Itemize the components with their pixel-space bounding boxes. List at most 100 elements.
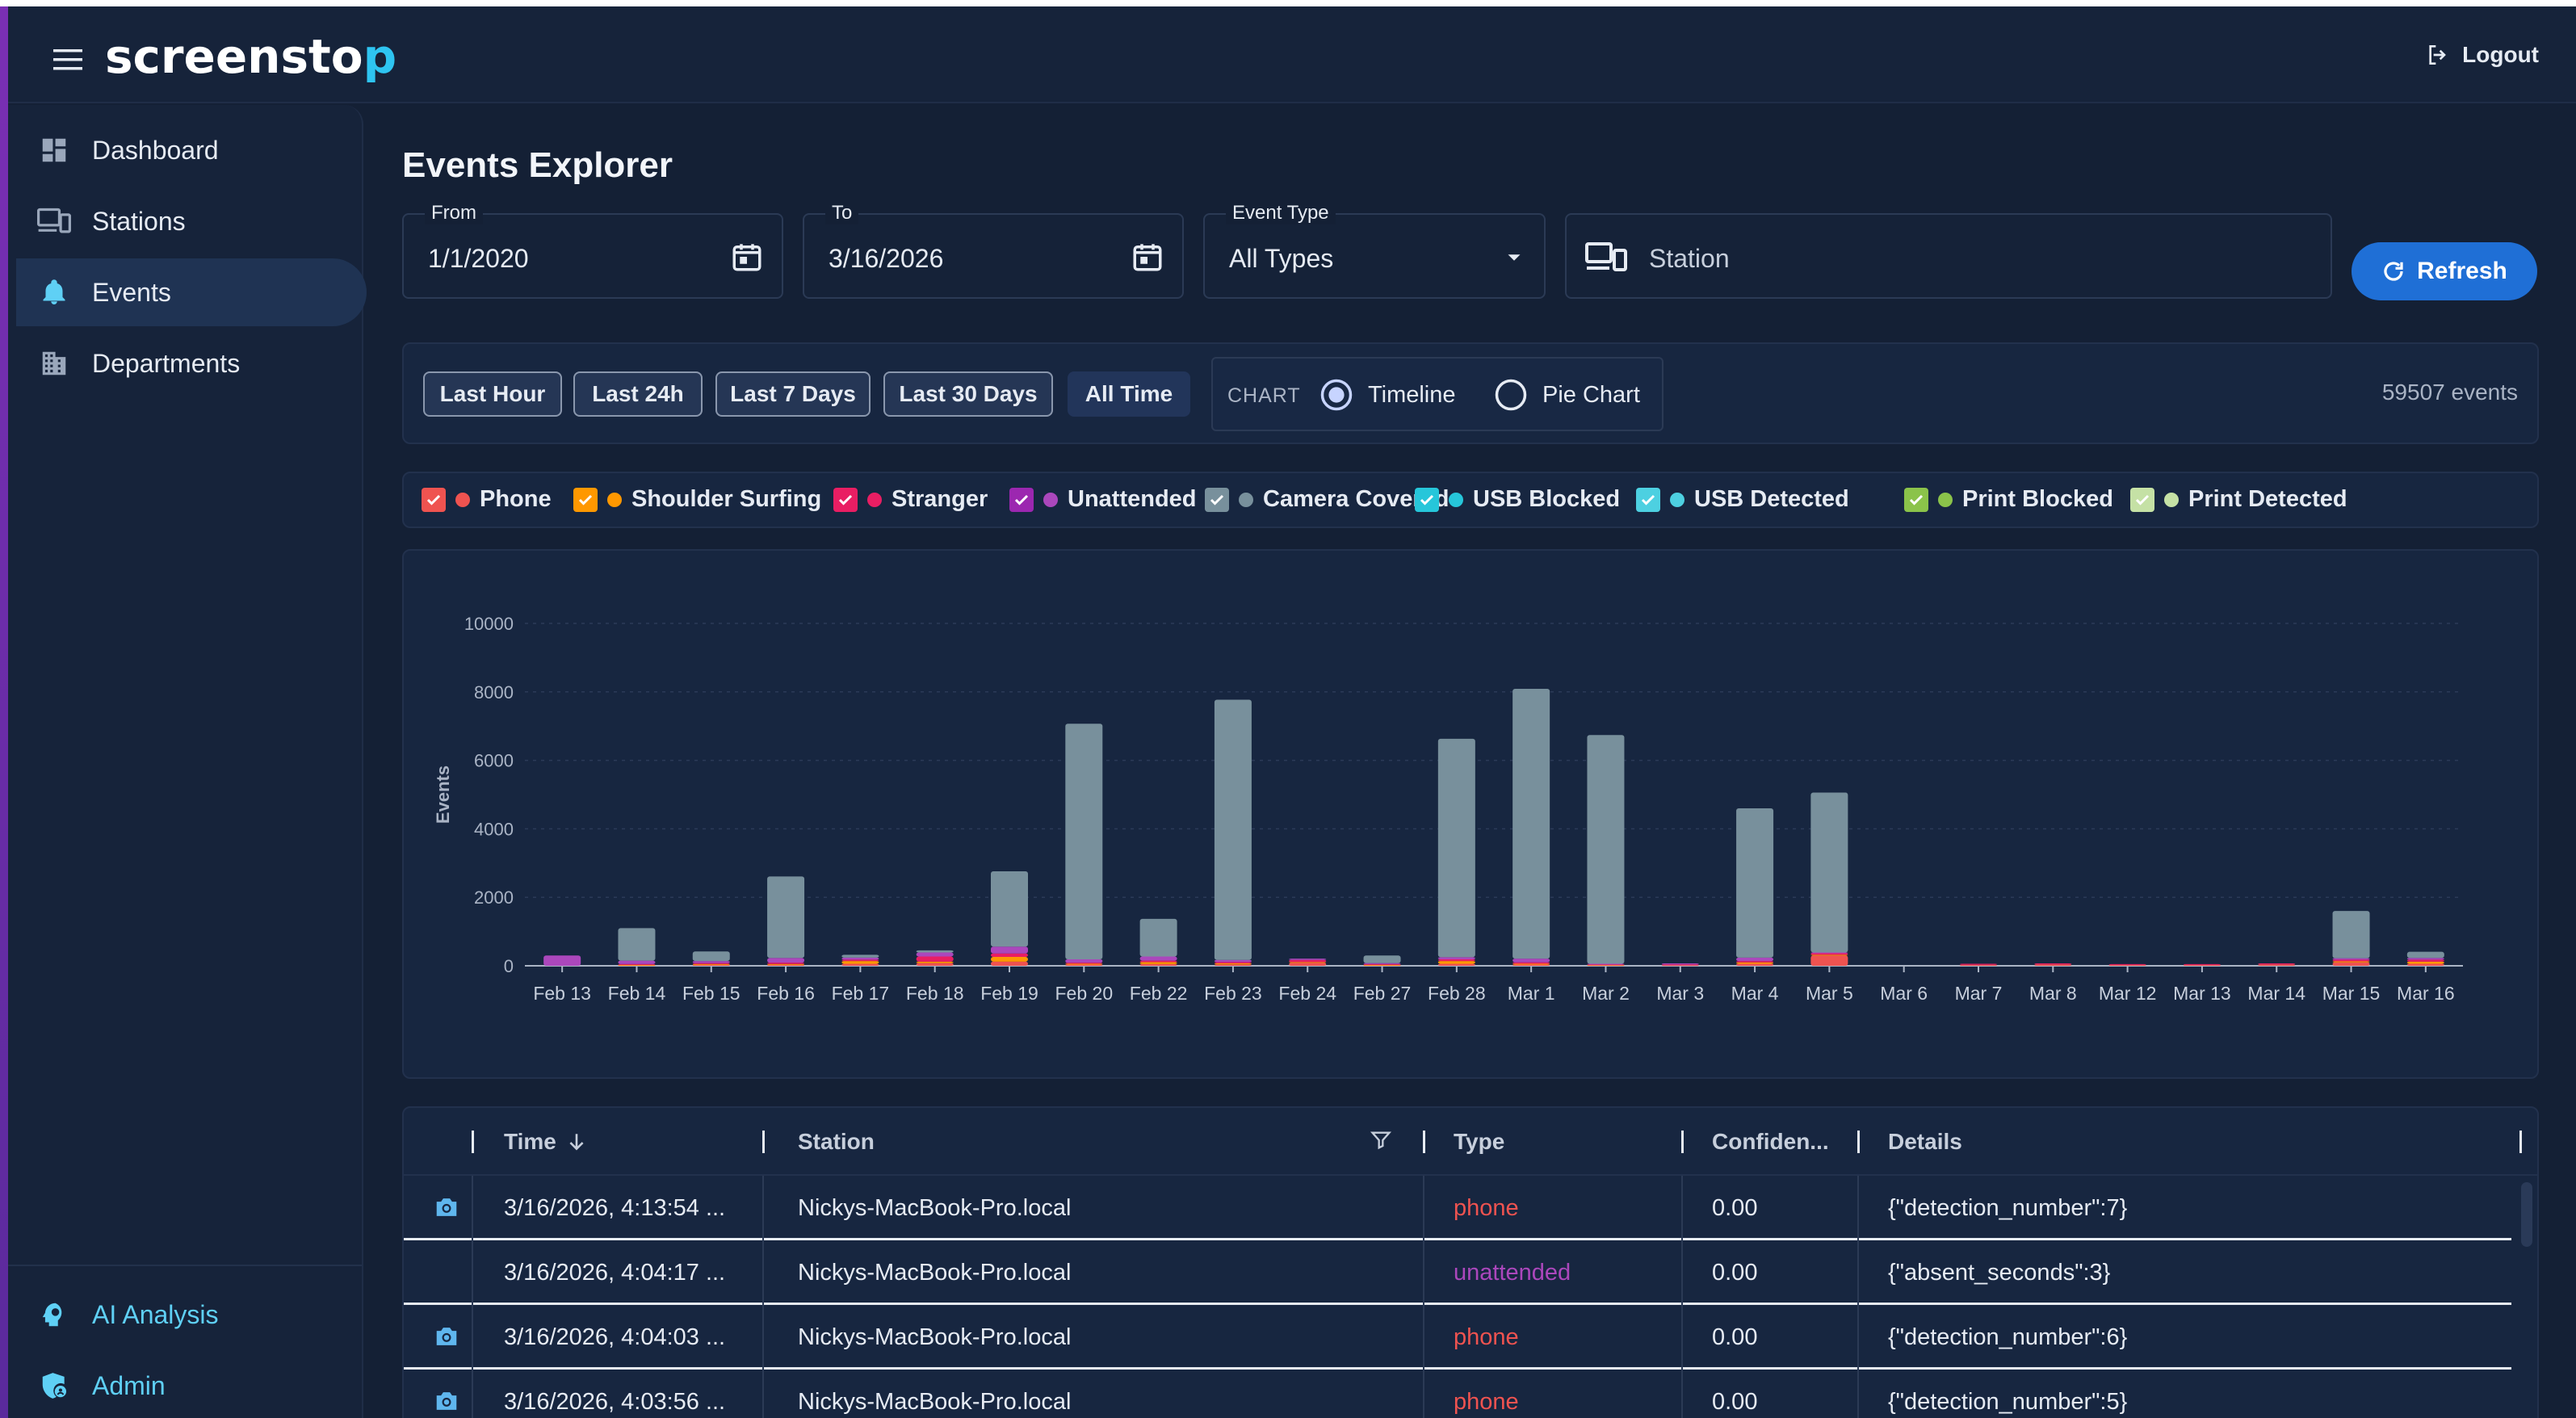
x-tick-label: Mar 1 <box>1508 983 1555 1004</box>
checkbox-checked-icon[interactable] <box>833 487 858 512</box>
checkbox-checked-icon[interactable] <box>573 487 598 512</box>
hamburger-menu-button[interactable] <box>44 37 92 82</box>
x-tick-label: Feb 13 <box>533 983 591 1004</box>
legend-item[interactable]: Print Blocked <box>1904 486 2113 513</box>
camera-icon[interactable] <box>433 1195 460 1219</box>
calendar-icon[interactable] <box>1131 239 1164 275</box>
chart-bar-segment <box>692 964 730 966</box>
range-chip-all-time[interactable]: All Time <box>1068 371 1190 417</box>
sidebar-item-ai-analysis[interactable]: AI Analysis <box>16 1281 367 1349</box>
checkbox-checked-icon[interactable] <box>1636 487 1660 512</box>
timeline-chart-panel: 0 2000 4000 6000 8000 10000 Events Feb 13 Feb 14… <box>402 549 2539 1079</box>
chart-bar-segment <box>916 963 954 966</box>
column-header-details[interactable]: Details <box>1888 1129 1962 1155</box>
chart-bar-segment <box>1214 959 1252 963</box>
cell-divider <box>1857 1370 1859 1418</box>
timeline-chart: 0 2000 4000 6000 8000 10000 Events Feb 13 Feb 14… <box>433 614 2463 1004</box>
table-row[interactable]: 3/16/2026, 4:13:54 ... Nickys-MacBook-Pro… <box>404 1176 2511 1240</box>
logout-button[interactable]: Logout <box>2425 42 2539 68</box>
legend-color-dot <box>867 492 882 507</box>
table-row[interactable]: 3/16/2026, 4:04:03 ... Nickys-MacBook-Pro… <box>404 1305 2511 1370</box>
checkbox-checked-icon[interactable] <box>1205 487 1229 512</box>
legend-item[interactable]: Camera Covered <box>1205 486 1450 513</box>
cell-confidence: 0.00 <box>1712 1195 1758 1221</box>
column-header-confidence[interactable]: Confiden... <box>1712 1129 1829 1155</box>
filter-icon[interactable] <box>1370 1129 1392 1152</box>
cell-confidence: 0.00 <box>1712 1260 1758 1286</box>
sidebar-item-dashboard[interactable]: Dashboard <box>16 116 367 184</box>
x-tick-label: Feb 20 <box>1055 983 1114 1004</box>
legend-item[interactable]: Stranger <box>833 486 988 513</box>
chart-bar-segment <box>991 956 1028 962</box>
cell-divider <box>1681 1370 1683 1418</box>
column-separator[interactable] <box>762 1131 765 1153</box>
sidebar-item-departments[interactable]: Departments <box>16 329 367 397</box>
chart-bar-segment <box>1661 964 1699 966</box>
table-scrollbar[interactable] <box>2521 1182 2532 1247</box>
legend-item[interactable]: USB Detected <box>1636 486 1849 513</box>
camera-icon[interactable] <box>433 1389 460 1413</box>
column-header-type[interactable]: Type <box>1454 1129 1504 1155</box>
column-separator[interactable] <box>1423 1131 1425 1153</box>
chart-bar-segment <box>2406 959 2444 962</box>
range-chip-last-hour[interactable]: Last Hour <box>423 371 562 417</box>
main-content: Events Explorer From 1/1/2020 To 3/16/20… <box>363 105 2576 1418</box>
logo-accent: p <box>363 29 397 84</box>
column-header-time[interactable]: Time <box>504 1129 587 1155</box>
legend-item[interactable]: Unattended <box>1009 486 1197 513</box>
checkbox-checked-icon[interactable] <box>1415 487 1439 512</box>
range-chip-last-24h[interactable]: Last 24h <box>573 371 703 417</box>
sort-arrow-down-icon[interactable] <box>566 1131 587 1152</box>
cell-type: phone <box>1454 1389 1519 1415</box>
checkbox-checked-icon[interactable] <box>1904 487 1928 512</box>
y-tick-label: 0 <box>504 956 514 976</box>
table-row[interactable]: 3/16/2026, 4:03:56 ... Nickys-MacBook-Pro… <box>404 1370 2511 1418</box>
camera-icon[interactable] <box>433 1324 460 1349</box>
chart-bar-segment <box>1736 808 1774 958</box>
events-table: Time Station Type Confiden... Details <box>402 1106 2539 1418</box>
column-header-station[interactable]: Station <box>798 1129 875 1155</box>
legend-item[interactable]: Shoulder Surfing <box>573 486 821 513</box>
sidebar-item-admin[interactable]: Admin <box>16 1352 367 1418</box>
event-type-select[interactable]: Event Type All Types <box>1203 202 1546 299</box>
refresh-button[interactable]: Refresh <box>2352 242 2537 300</box>
sidebar-item-events[interactable]: Events <box>16 258 367 326</box>
legend-item[interactable]: Phone <box>422 486 552 513</box>
table-row[interactable]: 3/16/2026, 4:04:17 ... Nickys-MacBook-Pro… <box>404 1240 2511 1305</box>
from-date-value: 1/1/2020 <box>428 244 529 273</box>
app-bar: screenstop Logout <box>8 6 2576 103</box>
x-tick-label: Mar 6 <box>1880 983 1928 1004</box>
legend-item[interactable]: Print Detected <box>2130 486 2347 513</box>
column-separator[interactable] <box>472 1131 474 1153</box>
column-separator[interactable] <box>1681 1131 1684 1153</box>
column-separator[interactable] <box>2519 1131 2522 1153</box>
radio-pie-label: Pie Chart <box>1542 381 1640 408</box>
sidebar-item-stations[interactable]: Stations <box>16 187 367 255</box>
chart-bar-segment <box>1810 792 1848 953</box>
app-logo[interactable]: screenstop <box>105 29 396 84</box>
radio-pie-chart[interactable]: Pie Chart <box>1494 378 1640 412</box>
radio-timeline[interactable]: Timeline <box>1319 378 1456 412</box>
checkbox-checked-icon[interactable] <box>1009 487 1034 512</box>
chart-bar-segment <box>692 963 730 965</box>
chart-bar-segment <box>692 961 730 963</box>
legend-label: Print Blocked <box>1962 486 2113 512</box>
column-separator[interactable] <box>1857 1131 1860 1153</box>
column-header-label: Type <box>1454 1129 1505 1154</box>
from-date-field[interactable]: From 1/1/2020 <box>402 202 783 299</box>
cell-divider <box>472 1176 473 1240</box>
cell-station: Nickys-MacBook-Pro.local <box>798 1260 1072 1286</box>
legend-item[interactable]: USB Blocked <box>1415 486 1620 513</box>
checkbox-checked-icon[interactable] <box>422 487 446 512</box>
checkbox-checked-icon[interactable] <box>2130 487 2154 512</box>
station-filter-field[interactable]: Station <box>1565 213 2332 299</box>
to-date-value: 3/16/2026 <box>829 244 944 273</box>
calendar-icon[interactable] <box>730 239 764 275</box>
radio-timeline-label: Timeline <box>1368 381 1456 408</box>
range-chip-last-7-days[interactable]: Last 7 Days <box>715 371 871 417</box>
refresh-label: Refresh <box>2417 258 2507 284</box>
chart-bar-segment <box>1065 959 1103 963</box>
to-date-field[interactable]: To 3/16/2026 <box>803 202 1184 299</box>
chart-bar-segment <box>1139 918 1177 957</box>
range-chip-last-30-days[interactable]: Last 30 Days <box>883 371 1053 417</box>
